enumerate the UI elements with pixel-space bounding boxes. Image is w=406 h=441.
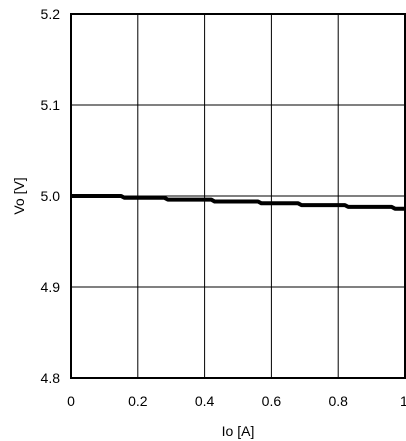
x-tick-label: 1 — [400, 393, 406, 409]
x-tick-label: 0 — [67, 393, 75, 409]
x-tick-label: 0.8 — [328, 393, 348, 409]
series-layer — [71, 194, 405, 211]
x-tick-label: 0.6 — [262, 393, 282, 409]
x-tick-labels: 0 0.2 0.4 0.6 0.8 1 — [67, 393, 406, 409]
y-tick-label: 4.9 — [41, 279, 61, 295]
y-tick-label: 5.2 — [41, 6, 61, 22]
x-tick-label: 0.2 — [128, 393, 148, 409]
plot-frame — [70, 13, 406, 379]
x-tick-label: 0.4 — [195, 393, 215, 409]
x-axis-label: Io [A] — [222, 423, 255, 439]
y-axis-label: Vo [V] — [11, 177, 27, 214]
y-tick-label: 4.8 — [41, 370, 61, 386]
series-line — [71, 194, 405, 211]
y-tick-labels: 5.2 5.1 5.0 4.9 4.8 — [41, 6, 61, 386]
y-tick-label: 5.1 — [41, 97, 61, 113]
y-tick-label: 5.0 — [41, 188, 61, 204]
